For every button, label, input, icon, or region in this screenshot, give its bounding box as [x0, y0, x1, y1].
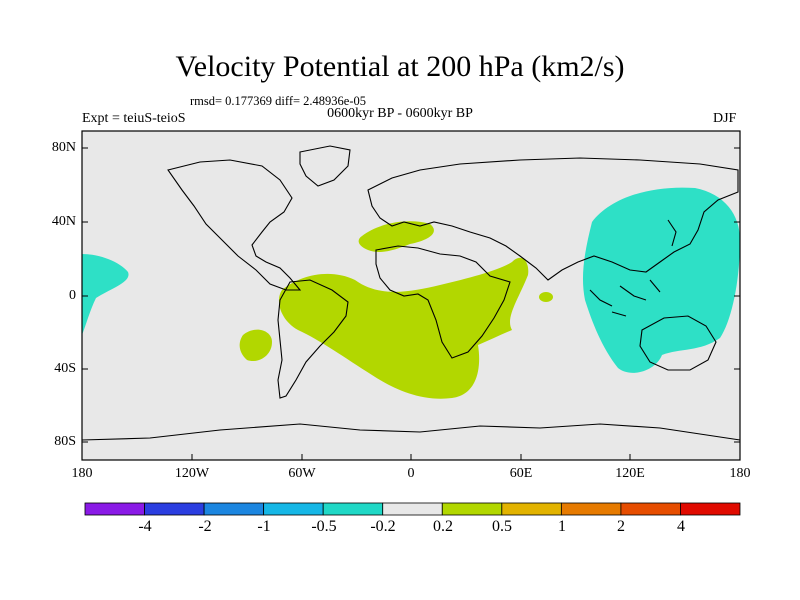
lat-label-80n: 80N — [51, 140, 76, 155]
coastline-antarctica — [81, 423, 741, 441]
coastlines — [81, 145, 741, 441]
colorbar-box — [680, 502, 741, 516]
coastline-greenland — [299, 145, 351, 187]
negative-region-east-pacific — [82, 254, 129, 335]
lon-label-60e: 60E — [509, 466, 533, 481]
colorbar-box — [203, 502, 265, 516]
colorbar-label: -4 — [138, 518, 152, 535]
colorbar-label: -1 — [257, 518, 271, 535]
colorbar-label: 2 — [617, 518, 625, 535]
lat-label-40n: 40N — [51, 214, 76, 229]
map-panel — [81, 130, 741, 461]
colorbar-box — [263, 502, 324, 516]
lon-label-120e: 120E — [615, 466, 645, 481]
colorbar-box — [144, 502, 205, 516]
coastline-south-america — [277, 279, 349, 399]
colorbar-label: 4 — [677, 518, 685, 535]
colorbar-box — [322, 502, 384, 516]
colorbar-label: 1 — [558, 518, 566, 535]
negative-anomaly-regions — [82, 187, 740, 373]
period-label: 0600kyr BP - 0600kyr BP — [327, 106, 473, 121]
colorbar-box — [560, 502, 622, 516]
colorbar-label: -0.5 — [311, 518, 337, 535]
axis-ticks — [82, 147, 740, 460]
positive-region-mediterranean — [358, 221, 434, 253]
lon-label-60w: 60W — [288, 466, 316, 481]
coastline-africa — [375, 245, 511, 359]
experiment-label: Expt = teiuS-teioS — [82, 111, 186, 126]
positive-region-atlantic-africa — [278, 257, 529, 399]
colorbar — [84, 502, 741, 516]
colorbar-box — [501, 502, 562, 516]
colorbar-label: 0.5 — [492, 518, 512, 535]
colorbar-box — [441, 502, 503, 516]
coastline-eurasia — [367, 157, 739, 281]
lat-label-40s: 40S — [54, 361, 76, 376]
positive-region-indian-ocean — [539, 292, 553, 302]
map-title: Velocity Potential at 200 hPa (km2/s) — [175, 50, 625, 83]
positive-region-south-pacific — [239, 329, 272, 362]
lat-label-80s: 80S — [54, 434, 76, 449]
colorbar-box — [620, 502, 681, 516]
coastline-japan — [667, 219, 677, 247]
colorbar-label: -0.2 — [370, 518, 396, 535]
rmsd-stats: rmsd= 0.177369 diff= 2.48936e-05 — [190, 94, 367, 108]
positive-anomaly-regions — [239, 221, 553, 399]
colorbar-box — [84, 502, 145, 516]
coastline-maritime-continent — [589, 279, 661, 317]
season-label: DJF — [713, 111, 737, 126]
colorbar-label: 0.2 — [433, 518, 453, 535]
lon-label-180w: 180 — [71, 466, 93, 481]
negative-region-west-pacific — [582, 187, 740, 373]
colorbar-label: -2 — [198, 518, 212, 535]
lon-label-120w: 120W — [174, 466, 210, 481]
lat-label-0: 0 — [69, 288, 76, 303]
lon-label-180e: 180 — [729, 466, 751, 481]
colorbar-box — [382, 502, 443, 516]
coastline-australia — [639, 315, 717, 371]
lon-label-0: 0 — [407, 466, 415, 481]
coastline-north-america — [167, 159, 302, 291]
